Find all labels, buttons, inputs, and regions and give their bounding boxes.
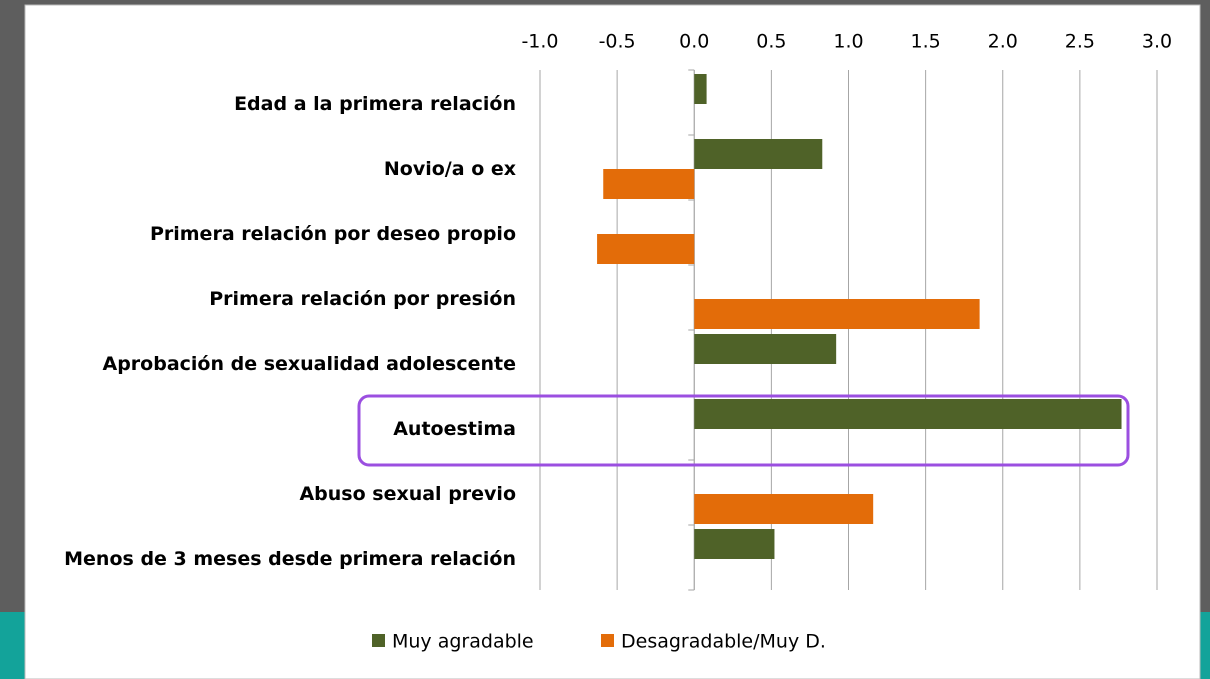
bar [694, 334, 837, 364]
x-tick-label: 1.5 [911, 31, 941, 53]
x-tick-label: 1.0 [833, 31, 863, 53]
y-tick-label: Novio/a o ex [384, 158, 516, 180]
x-tick-label: -1.0 [521, 31, 558, 53]
x-tick-label: -0.5 [599, 31, 636, 53]
x-tick-label: 3.0 [1142, 31, 1172, 53]
bar [603, 169, 695, 199]
bar [694, 139, 823, 169]
y-tick-label: Abuso sexual previo [299, 483, 516, 505]
chart-panel [24, 4, 1201, 679]
bar [694, 299, 980, 329]
legend-label: Muy agradable [392, 631, 534, 653]
y-tick-label: Aprobación de sexualidad adolescente [102, 353, 516, 375]
bar [597, 234, 695, 264]
y-tick-label: Autoestima [393, 418, 516, 440]
legend-swatch [372, 634, 385, 647]
legend-label: Desagradable/Muy D. [621, 631, 826, 653]
plot: -1.0 -0.5 0.0 0.5 1.0 1.5 2.0 2.5 3.0 Edad a la p… [64, 31, 1172, 653]
y-tick-label: Edad a la primera relación [234, 93, 516, 115]
x-tick-label: 0.0 [679, 31, 709, 53]
legend-swatch [601, 634, 614, 647]
x-tick-label: 0.5 [756, 31, 786, 53]
bar [694, 399, 1122, 429]
x-tick-label: 2.0 [988, 31, 1018, 53]
y-tick-label: Primera relación por deseo propio [150, 223, 516, 245]
y-tick-label: Menos de 3 meses desde primera relación [64, 548, 516, 570]
bar [694, 74, 707, 104]
y-tick-label: Primera relación por presión [209, 288, 516, 310]
x-tick-label: 2.5 [1065, 31, 1095, 53]
highlight-box [357, 394, 1130, 467]
bar [694, 529, 775, 559]
bar [694, 494, 874, 524]
